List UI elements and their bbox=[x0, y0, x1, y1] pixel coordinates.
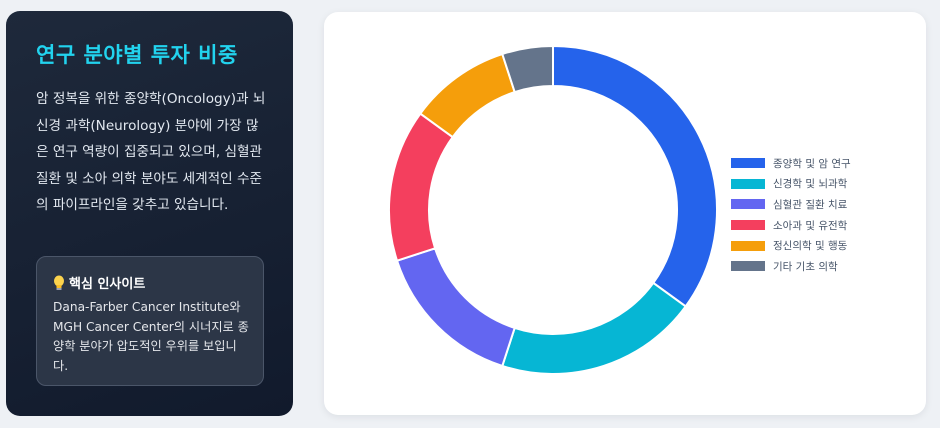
legend-swatch bbox=[731, 261, 765, 272]
donut-slice[interactable] bbox=[388, 112, 455, 262]
legend-swatch bbox=[731, 178, 765, 189]
info-panel: 연구 분야별 투자 비중 암 정복을 위한 종양학(Oncology)과 뇌 신… bbox=[6, 11, 293, 416]
donut-slice[interactable] bbox=[501, 44, 554, 94]
insight-header: 핵심 인사이트 bbox=[53, 273, 249, 292]
legend-label: 정신의학 및 행동 bbox=[773, 240, 848, 253]
legend-label: 신경학 및 뇌과학 bbox=[773, 178, 848, 191]
legend-swatch bbox=[731, 199, 765, 210]
panel-title: 연구 분야별 투자 비중 bbox=[36, 43, 238, 67]
legend-item[interactable]: 신경학 및 뇌과학 bbox=[731, 174, 851, 195]
legend-label: 기타 기초 의학 bbox=[773, 260, 838, 273]
legend-item[interactable]: 기타 기초 의학 bbox=[731, 256, 851, 277]
insight-title: 핵심 인사이트 bbox=[69, 277, 146, 292]
legend-label: 소아과 및 유전학 bbox=[773, 219, 848, 232]
donut-chart bbox=[388, 44, 718, 375]
legend-swatch bbox=[731, 220, 765, 231]
donut-slice[interactable] bbox=[395, 247, 516, 368]
insight-text: Dana-Farber Cancer Institute와 MGH Cancer… bbox=[53, 300, 249, 373]
insight-box: 핵심 인사이트 Dana-Farber Cancer Institute와 MG… bbox=[36, 256, 264, 386]
donut-slice[interactable] bbox=[552, 44, 718, 308]
legend-swatch bbox=[731, 240, 765, 251]
legend-label: 종양학 및 암 연구 bbox=[773, 157, 851, 170]
panel-description: 암 정복을 위한 종양학(Oncology)과 뇌 신경 과학(Neurolog… bbox=[36, 91, 266, 213]
donut-slice[interactable] bbox=[501, 281, 688, 375]
legend-item[interactable]: 정신의학 및 행동 bbox=[731, 235, 851, 256]
legend-item[interactable]: 소아과 및 유전학 bbox=[731, 215, 851, 236]
lightbulb-icon bbox=[53, 275, 65, 291]
legend-label: 심혈관 질환 치료 bbox=[773, 198, 848, 211]
donut-slice[interactable] bbox=[418, 52, 516, 139]
legend-swatch bbox=[731, 158, 765, 169]
legend-item[interactable]: 종양학 및 암 연구 bbox=[731, 153, 851, 174]
legend-item[interactable]: 심혈관 질환 치료 bbox=[731, 194, 851, 215]
